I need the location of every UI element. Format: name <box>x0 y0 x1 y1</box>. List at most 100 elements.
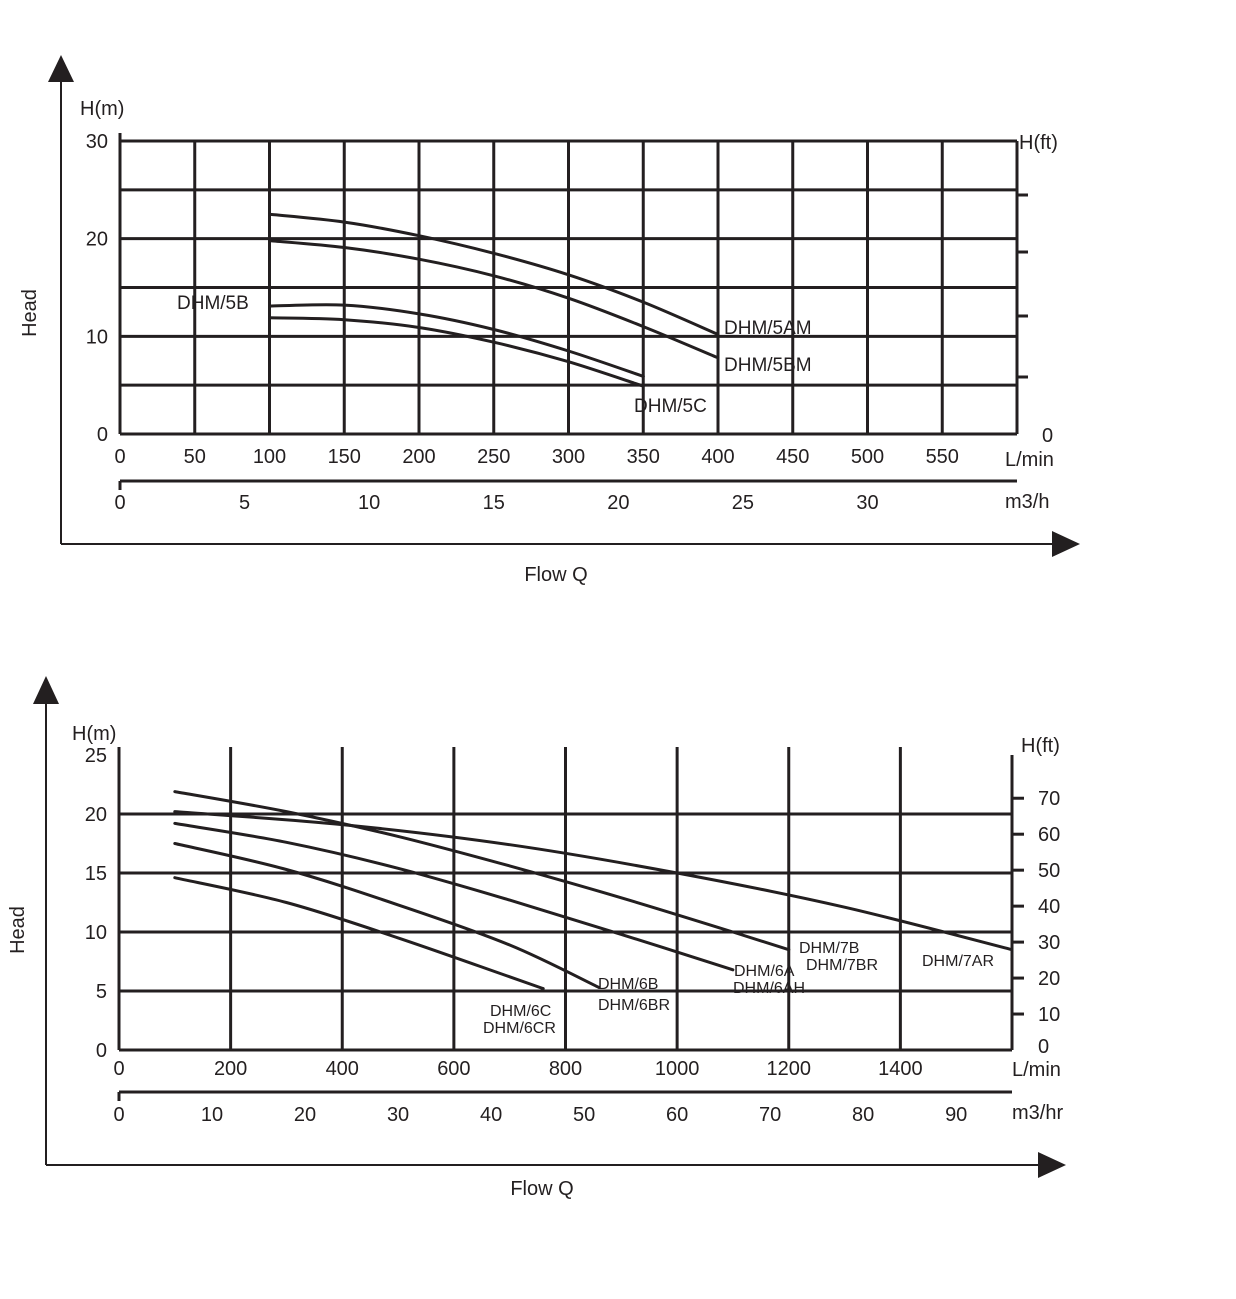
chart1-y-axis-title: Head <box>19 289 41 337</box>
x-tick-label: 550 <box>926 446 959 468</box>
curve-label-dhm-5am: DHM/5AM <box>724 318 812 339</box>
chart2-x-unit-secondary: m3/hr <box>1012 1102 1063 1124</box>
x-tick-label: 300 <box>552 446 585 468</box>
chart1-grid <box>118 133 1019 436</box>
curve-dhm-5c <box>268 316 645 388</box>
x-secondary-tick-label: 30 <box>387 1104 409 1126</box>
x-secondary-tick-label: 90 <box>945 1104 967 1126</box>
x-secondary-tick-label: 30 <box>856 492 878 514</box>
x-tick-label: 1000 <box>655 1058 700 1080</box>
curve-dhm-7b-dhm-7br <box>173 790 791 952</box>
x-secondary-tick-label: 40 <box>480 1104 502 1126</box>
x-secondary-tick-label: 5 <box>239 492 250 514</box>
chart1-x-unit-secondary: m3/h <box>1005 491 1049 513</box>
x-secondary-tick-label: 20 <box>294 1104 316 1126</box>
x-tick-label: 350 <box>627 446 660 468</box>
y-tick-label: 20 <box>86 229 108 251</box>
curve-label-dhm-7b: DHM/7B <box>799 940 859 957</box>
x-secondary-tick-label: 10 <box>358 492 380 514</box>
curve-label-dhm-6b: DHM/6B <box>598 976 658 993</box>
curve-dhm-5b <box>268 303 645 378</box>
chart2-grid <box>117 747 1014 1052</box>
chart1-right-axis-ticks <box>1017 193 1028 379</box>
x-tick-label: 600 <box>437 1058 470 1080</box>
curve-label-dhm-5b: DHM/5B <box>177 293 249 314</box>
x-tick-label: 50 <box>184 446 206 468</box>
y-tick-label: 20 <box>85 804 107 826</box>
chart2-y-left-unit: H(m) <box>72 723 116 745</box>
x-tick-label: 150 <box>328 446 361 468</box>
y-tick-label: 10 <box>86 326 108 348</box>
chart1-y-tick-labels: 0 10 20 30 <box>86 131 108 446</box>
curve-dhm-6b-dhm-6br <box>173 842 601 989</box>
y-right-tick-label: 0 <box>1038 1036 1049 1058</box>
chart2-curves <box>173 790 1014 991</box>
chart1-x-tick-labels: 0 50 100 150 200 250 300 350 400 450 500 550 <box>114 446 959 468</box>
chart2-x-tick-labels: 0 200 400 600 800 1000 1200 1400 <box>113 1058 922 1080</box>
curve-dhm-6a-dhm-6ah <box>173 821 735 972</box>
curve-label-dhm-5bm: DHM/5BM <box>724 355 812 376</box>
chart1-curves <box>268 212 720 388</box>
x-tick-label: 500 <box>851 446 884 468</box>
chart2-y-axis-title: Head <box>7 906 29 954</box>
y-right-tick-label: 40 <box>1038 896 1060 918</box>
curve-dhm-5bm <box>268 239 720 360</box>
x-secondary-tick-label: 70 <box>759 1104 781 1126</box>
x-secondary-tick-label: 50 <box>573 1104 595 1126</box>
curve-label-dhm-6c: DHM/6C <box>490 1003 551 1020</box>
chart2-y-right-unit: H(ft) <box>1021 735 1060 757</box>
x-tick-label: 0 <box>114 446 125 468</box>
x-secondary-tick-label: 10 <box>201 1104 223 1126</box>
y-right-tick-label: 30 <box>1038 932 1060 954</box>
chart2-right-axis-ticks <box>1012 796 1024 1016</box>
chart1-x-axis-title: Flow Q <box>524 564 587 586</box>
x-secondary-tick-label: 25 <box>732 492 754 514</box>
curve-label-dhm-5c: DHM/5C <box>634 396 707 417</box>
x-secondary-tick-label: 80 <box>852 1104 874 1126</box>
x-tick-label: 1200 <box>767 1058 812 1080</box>
x-secondary-tick-label: 0 <box>114 492 125 514</box>
curve-dhm-7ar <box>173 810 1014 952</box>
chart1-secondary-x-tick-labels: 0 5 10 15 20 25 30 <box>114 492 878 514</box>
x-tick-label: 0 <box>113 1058 124 1080</box>
chart2-y-right-tick-labels: 0 10 20 30 40 50 60 70 <box>1038 788 1060 1058</box>
curve-label-dhm-6a: DHM/6A <box>734 963 795 980</box>
x-tick-label: 200 <box>402 446 435 468</box>
y-right-tick-label: 70 <box>1038 788 1060 810</box>
y-tick-label: 25 <box>85 745 107 767</box>
chart2-y-arrow-icon <box>33 676 59 704</box>
y-tick-label: 15 <box>85 863 107 885</box>
x-tick-label: 250 <box>477 446 510 468</box>
curve-label-dhm-6br: DHM/6BR <box>598 997 670 1014</box>
chart2-x-unit-primary: L/min <box>1012 1059 1061 1081</box>
x-tick-label: 100 <box>253 446 286 468</box>
chart1-x-unit-primary: L/min <box>1005 449 1054 471</box>
chart1-y-left-unit: H(m) <box>80 98 124 120</box>
chart1-y-right-unit: H(ft) <box>1019 132 1058 154</box>
chart2-x-arrow-icon <box>1038 1152 1066 1178</box>
x-tick-label: 450 <box>776 446 809 468</box>
y-tick-label: 0 <box>96 1040 107 1062</box>
y-tick-label: 10 <box>85 922 107 944</box>
y-right-tick-label: 50 <box>1038 860 1060 882</box>
chart1-y-arrow-icon <box>48 55 74 82</box>
x-tick-label: 400 <box>701 446 734 468</box>
x-tick-label: 400 <box>326 1058 359 1080</box>
curve-label-dhm-7ar: DHM/7AR <box>922 953 994 970</box>
chart1-x-arrow-icon <box>1052 531 1080 557</box>
chart1-y-right-tick-0: 0 <box>1042 425 1053 447</box>
curve-label-dhm-7br: DHM/7BR <box>806 957 878 974</box>
y-right-tick-label: 60 <box>1038 824 1060 846</box>
chart2-secondary-x-tick-labels: 0 10 20 30 40 50 60 70 80 90 <box>113 1104 967 1126</box>
y-tick-label: 5 <box>96 981 107 1003</box>
x-tick-label: 200 <box>214 1058 247 1080</box>
x-tick-label: 1400 <box>878 1058 923 1080</box>
y-tick-label: 30 <box>86 131 108 153</box>
y-right-tick-label: 10 <box>1038 1004 1060 1026</box>
x-tick-label: 800 <box>549 1058 582 1080</box>
x-secondary-tick-label: 0 <box>113 1104 124 1126</box>
chart2-x-axis-title: Flow Q <box>510 1178 573 1200</box>
